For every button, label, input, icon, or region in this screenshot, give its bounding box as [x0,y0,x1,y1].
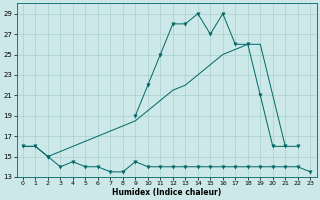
X-axis label: Humidex (Indice chaleur): Humidex (Indice chaleur) [112,188,221,197]
